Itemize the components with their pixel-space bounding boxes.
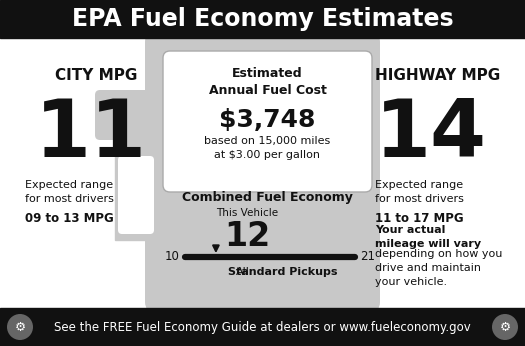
Text: This Vehicle: This Vehicle [216, 208, 279, 218]
Bar [0, 308, 525, 346]
FancyBboxPatch shape [145, 32, 380, 312]
Text: 12: 12 [224, 219, 270, 253]
Text: EPA Fuel Economy Estimates: EPA Fuel Economy Estimates [72, 7, 453, 31]
Text: HIGHWAY MPG: HIGHWAY MPG [375, 67, 500, 82]
Text: Expected range
for most drivers: Expected range for most drivers [25, 180, 114, 204]
FancyBboxPatch shape [163, 51, 372, 192]
Text: ⚙: ⚙ [14, 320, 26, 334]
FancyBboxPatch shape [118, 156, 154, 234]
Text: depending on how you
drive and maintain
your vehicle.: depending on how you drive and maintain … [375, 249, 502, 287]
Bar [115, 100, 165, 195]
Text: Standard Pickups: Standard Pickups [228, 267, 337, 277]
Text: ⚙: ⚙ [499, 320, 511, 334]
Bar [0, 0, 525, 38]
Circle shape [7, 314, 33, 340]
Text: Your actual
mileage will vary: Your actual mileage will vary [375, 225, 481, 249]
Text: 09 to 13 MPG: 09 to 13 MPG [25, 211, 114, 225]
Bar [115, 195, 150, 240]
Text: based on 15,000 miles
at $3.00 per gallon: based on 15,000 miles at $3.00 per gallo… [204, 136, 331, 160]
Text: CITY MPG: CITY MPG [55, 67, 138, 82]
Text: Combined Fuel Economy: Combined Fuel Economy [182, 191, 353, 204]
Circle shape [492, 314, 518, 340]
Text: $3,748: $3,748 [219, 108, 316, 132]
Text: 21: 21 [360, 251, 375, 264]
Text: Expected range
for most drivers: Expected range for most drivers [375, 180, 464, 204]
Text: 11: 11 [35, 96, 147, 174]
Text: Estimated
Annual Fuel Cost: Estimated Annual Fuel Cost [208, 67, 327, 97]
Text: All: All [236, 267, 249, 277]
Text: 14: 14 [375, 96, 487, 174]
FancyBboxPatch shape [95, 90, 170, 140]
Text: 11 to 17 MPG: 11 to 17 MPG [375, 211, 464, 225]
Text: See the FREE Fuel Economy Guide at dealers or www.fueleconomy.gov: See the FREE Fuel Economy Guide at deale… [54, 320, 471, 334]
Text: 10: 10 [165, 251, 180, 264]
